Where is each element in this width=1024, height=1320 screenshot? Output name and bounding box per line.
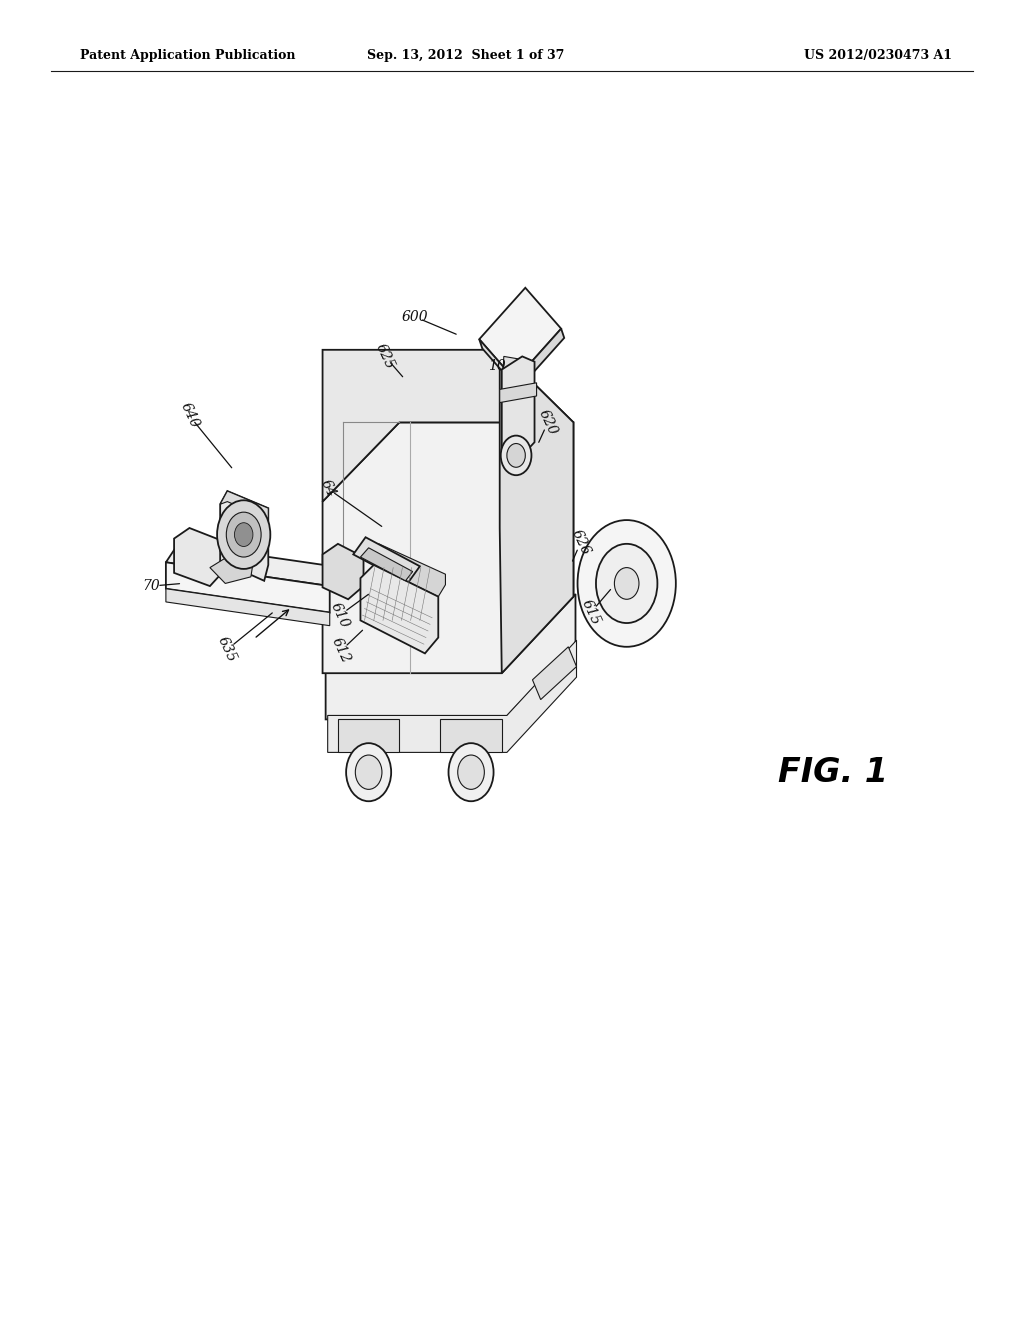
Text: 64: 64 xyxy=(317,478,338,499)
Circle shape xyxy=(226,512,261,557)
Text: 600: 600 xyxy=(401,310,428,323)
Polygon shape xyxy=(328,640,577,752)
Polygon shape xyxy=(502,356,535,455)
Circle shape xyxy=(596,544,657,623)
Polygon shape xyxy=(323,544,364,599)
Polygon shape xyxy=(360,548,413,581)
Polygon shape xyxy=(323,422,573,673)
Polygon shape xyxy=(500,350,573,673)
Polygon shape xyxy=(360,565,438,653)
Polygon shape xyxy=(323,350,573,502)
Polygon shape xyxy=(166,589,330,626)
Polygon shape xyxy=(166,562,330,612)
Text: 610: 610 xyxy=(328,601,352,630)
Circle shape xyxy=(234,523,253,546)
Polygon shape xyxy=(338,719,399,752)
Text: FIG. 1: FIG. 1 xyxy=(778,755,888,789)
Polygon shape xyxy=(502,356,535,396)
Text: 620: 620 xyxy=(536,408,560,437)
Circle shape xyxy=(346,743,391,801)
Polygon shape xyxy=(479,339,518,389)
Text: 640: 640 xyxy=(177,401,202,430)
Text: 612: 612 xyxy=(329,636,353,665)
Polygon shape xyxy=(353,537,420,583)
Polygon shape xyxy=(479,288,561,380)
Circle shape xyxy=(501,436,531,475)
Text: Patent Application Publication: Patent Application Publication xyxy=(80,49,295,62)
Polygon shape xyxy=(440,719,502,752)
Polygon shape xyxy=(210,552,254,583)
Text: 635: 635 xyxy=(215,635,240,664)
Circle shape xyxy=(578,520,676,647)
Circle shape xyxy=(507,444,525,467)
Polygon shape xyxy=(532,647,577,700)
Polygon shape xyxy=(166,544,342,586)
Circle shape xyxy=(355,755,382,789)
Polygon shape xyxy=(515,329,564,389)
Text: 70: 70 xyxy=(142,579,161,593)
Polygon shape xyxy=(220,491,268,519)
Text: US 2012/0230473 A1: US 2012/0230473 A1 xyxy=(804,49,952,62)
Circle shape xyxy=(449,743,494,801)
Text: Sep. 13, 2012  Sheet 1 of 37: Sep. 13, 2012 Sheet 1 of 37 xyxy=(368,49,564,62)
Polygon shape xyxy=(500,383,537,403)
Text: 625: 625 xyxy=(373,342,397,371)
Text: 10: 10 xyxy=(487,359,506,372)
Polygon shape xyxy=(174,528,223,586)
Polygon shape xyxy=(369,544,445,597)
Polygon shape xyxy=(326,594,575,719)
Circle shape xyxy=(614,568,639,599)
Polygon shape xyxy=(220,491,268,581)
Circle shape xyxy=(217,500,270,569)
Text: 615: 615 xyxy=(579,598,603,627)
Text: 626: 626 xyxy=(568,528,593,557)
Circle shape xyxy=(458,755,484,789)
